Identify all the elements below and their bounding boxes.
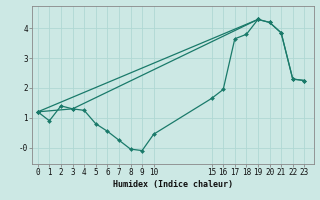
X-axis label: Humidex (Indice chaleur): Humidex (Indice chaleur) — [113, 180, 233, 189]
